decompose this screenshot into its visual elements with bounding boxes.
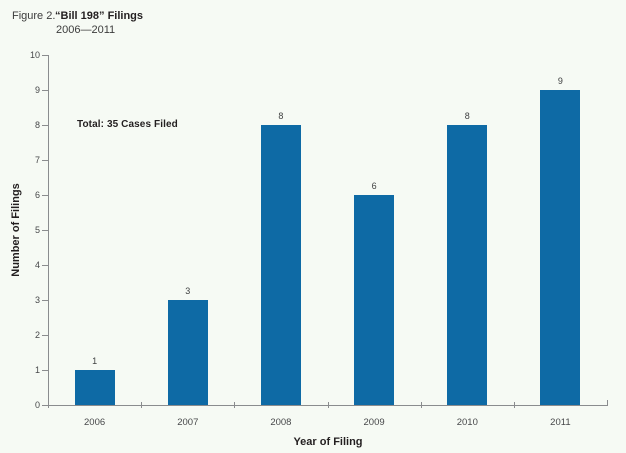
y-tick-mark (42, 300, 48, 301)
bar-2011 (540, 90, 581, 405)
y-tick-label: 5 (34, 225, 40, 235)
bar-value-label: 6 (371, 181, 377, 191)
x-tick-mark (327, 402, 329, 408)
y-tick-label: 7 (34, 155, 40, 165)
bar-2009 (354, 195, 395, 405)
figure-number-label: Figure 2. (12, 10, 56, 22)
x-tick-label-2008: 2008 (270, 417, 292, 428)
bar-2010 (447, 125, 488, 405)
y-tick-label: 6 (34, 190, 40, 200)
x-tick-label-2010: 2010 (456, 417, 478, 428)
figure-title: “Bill 198” Filings (55, 10, 144, 22)
bar-2008 (260, 125, 301, 405)
bar-2007 (167, 300, 208, 405)
x-tick-label-2011: 2011 (550, 417, 571, 428)
y-tick-label: 8 (34, 120, 40, 130)
bar-value-label: 9 (557, 76, 563, 86)
x-tick-mark (420, 402, 422, 408)
y-tick-label: 2 (34, 330, 40, 340)
y-tick-mark (42, 405, 48, 406)
y-tick-label: 0 (34, 400, 40, 410)
bar-value-label: 8 (464, 111, 470, 121)
y-tick-mark (42, 195, 48, 196)
x-tick-mark (141, 402, 143, 408)
total-cases-annotation: Total: 35 Cases Filed (77, 119, 178, 130)
y-tick-mark (42, 55, 48, 56)
x-tick-label-2006: 2006 (84, 417, 106, 428)
y-tick-label: 9 (34, 85, 40, 95)
bar-2006 (74, 370, 115, 405)
x-tick-mark (607, 400, 608, 405)
bar-value-label: 8 (278, 111, 284, 121)
y-tick-mark (42, 370, 48, 371)
x-tick-mark (48, 402, 49, 408)
y-tick-label: 3 (34, 295, 40, 305)
x-tick-label-2009: 2009 (363, 417, 385, 428)
y-axis-line (48, 55, 49, 406)
y-tick-label: 1 (34, 365, 40, 375)
y-tick-label: 10 (29, 50, 40, 60)
bar-value-label: 1 (92, 356, 98, 366)
y-tick-mark (42, 265, 48, 266)
y-tick-mark (42, 125, 48, 126)
bar-value-label: 3 (185, 286, 191, 296)
figure-subtitle: 2006—2011 (56, 24, 116, 36)
x-axis-title: Year of Filing (293, 436, 363, 448)
y-axis-title-text: Number of Filings (10, 183, 22, 277)
x-tick-label-2007: 2007 (177, 417, 199, 428)
y-tick-mark (42, 230, 48, 231)
y-tick-mark (42, 160, 48, 161)
x-tick-mark (513, 402, 515, 408)
y-tick-mark (42, 335, 48, 336)
y-tick-mark (42, 90, 48, 91)
x-tick-mark (234, 402, 236, 408)
y-tick-label: 4 (34, 260, 40, 270)
